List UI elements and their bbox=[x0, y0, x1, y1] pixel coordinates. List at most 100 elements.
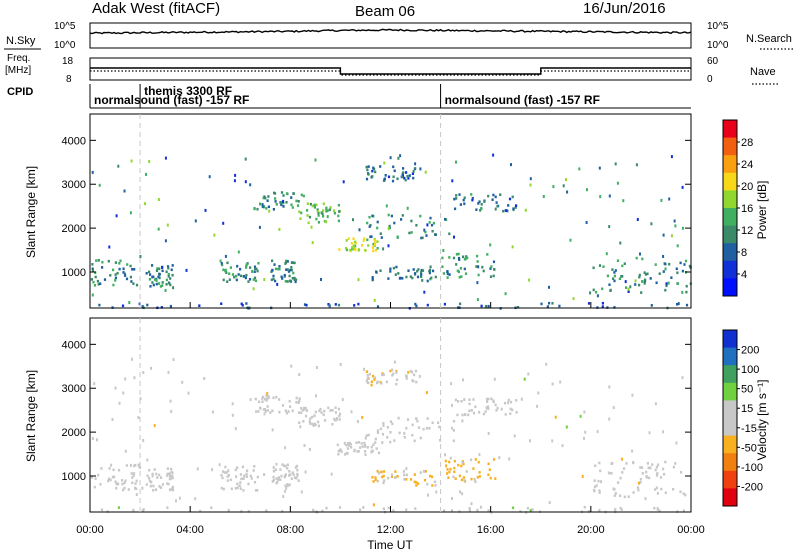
data-cell bbox=[644, 497, 647, 501]
data-cell bbox=[627, 290, 630, 293]
data-cell bbox=[150, 366, 152, 370]
data-cell bbox=[625, 286, 628, 289]
data-cell bbox=[665, 282, 668, 286]
data-cell bbox=[486, 406, 489, 410]
data-cell bbox=[613, 274, 616, 278]
data-cell bbox=[453, 459, 456, 463]
colorbar-tick-label: -15 bbox=[741, 423, 757, 435]
data-cell bbox=[166, 467, 169, 470]
data-cell bbox=[245, 475, 248, 478]
data-cell bbox=[376, 226, 379, 230]
data-cell bbox=[676, 303, 679, 306]
data-cell bbox=[285, 201, 288, 204]
data-cell bbox=[148, 477, 151, 480]
data-cell bbox=[529, 439, 531, 443]
data-cell bbox=[486, 253, 489, 256]
data-cell bbox=[619, 476, 622, 480]
data-cell bbox=[125, 277, 129, 281]
data-cell bbox=[149, 285, 152, 288]
data-cell bbox=[408, 231, 411, 235]
data-cell bbox=[457, 463, 460, 467]
data-cell bbox=[425, 234, 428, 237]
data-cell bbox=[226, 479, 229, 482]
data-cell bbox=[256, 207, 259, 211]
data-cell bbox=[511, 506, 515, 510]
data-cell bbox=[457, 400, 460, 403]
data-cell bbox=[324, 419, 327, 422]
data-cell bbox=[405, 467, 408, 471]
data-cell bbox=[292, 271, 295, 275]
data-cell bbox=[412, 176, 415, 180]
data-cell bbox=[664, 262, 667, 266]
data-cell bbox=[158, 273, 161, 276]
data-cell bbox=[472, 411, 476, 415]
data-cell bbox=[158, 473, 161, 477]
data-cell bbox=[594, 464, 597, 468]
data-cell bbox=[339, 448, 342, 451]
data-cell bbox=[585, 221, 588, 224]
data-cell bbox=[509, 412, 512, 415]
data-cell bbox=[476, 476, 479, 479]
data-cell bbox=[381, 475, 384, 479]
data-cell bbox=[529, 177, 532, 181]
data-cell bbox=[171, 471, 174, 475]
data-cell bbox=[285, 411, 288, 415]
data-cell bbox=[685, 290, 688, 294]
data-cell bbox=[452, 475, 455, 479]
data-cell bbox=[460, 400, 463, 403]
data-cell bbox=[405, 478, 408, 481]
data-cell bbox=[478, 411, 481, 414]
data-cell bbox=[679, 261, 682, 265]
data-cell bbox=[159, 285, 162, 288]
data-cell bbox=[249, 266, 252, 269]
data-cell bbox=[291, 409, 294, 413]
data-cell bbox=[101, 266, 104, 269]
data-cell bbox=[442, 272, 445, 275]
data-cell bbox=[366, 446, 369, 449]
data-cell bbox=[358, 228, 361, 232]
data-cell bbox=[426, 417, 429, 420]
data-cell bbox=[390, 214, 393, 218]
freq-label-2: [MHz] bbox=[5, 65, 31, 76]
data-cell bbox=[428, 221, 431, 224]
data-cell bbox=[331, 408, 334, 412]
data-cell bbox=[411, 172, 414, 175]
data-cell bbox=[357, 302, 360, 306]
data-cell bbox=[220, 473, 223, 477]
data-cell bbox=[290, 364, 293, 368]
data-cell bbox=[449, 456, 452, 460]
data-cell bbox=[414, 369, 418, 373]
data-cell bbox=[465, 255, 468, 258]
data-cell bbox=[447, 476, 450, 479]
data-cell bbox=[507, 398, 510, 402]
data-cell bbox=[372, 480, 375, 483]
data-cell bbox=[413, 480, 416, 484]
data-cell bbox=[394, 273, 397, 276]
colorbar-swatch bbox=[723, 137, 737, 156]
data-cell bbox=[595, 290, 598, 294]
data-cell bbox=[240, 477, 243, 481]
data-cell bbox=[453, 466, 456, 470]
data-cell bbox=[618, 277, 621, 280]
data-cell bbox=[286, 260, 289, 263]
data-cell bbox=[96, 279, 99, 283]
data-cell bbox=[146, 458, 149, 462]
data-cell bbox=[327, 406, 330, 410]
data-cell bbox=[137, 416, 140, 419]
data-cell bbox=[452, 439, 455, 443]
data-cell bbox=[282, 201, 285, 205]
data-cell bbox=[389, 156, 392, 160]
data-cell bbox=[664, 460, 667, 464]
data-cell bbox=[273, 192, 277, 195]
colorbar-tick-label: -100 bbox=[741, 462, 763, 474]
data-cell bbox=[403, 436, 406, 439]
data-cell bbox=[514, 206, 517, 209]
data-cell bbox=[416, 275, 420, 279]
data-cell bbox=[413, 373, 416, 377]
data-cell bbox=[419, 436, 422, 440]
data-cell bbox=[415, 484, 418, 487]
x-tick-label: 20:00 bbox=[577, 524, 605, 536]
data-cell bbox=[545, 362, 548, 366]
data-cell bbox=[309, 202, 312, 206]
beam-title: Beam 06 bbox=[355, 3, 415, 20]
